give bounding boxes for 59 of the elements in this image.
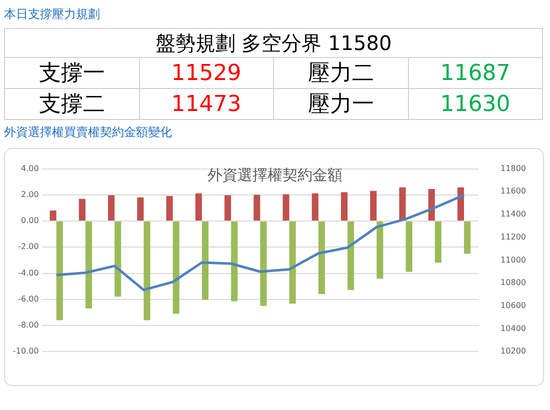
y-tick-label: -8.00: [18, 320, 39, 330]
text: 11687: [408, 58, 542, 88]
bar: [289, 222, 296, 304]
bar: [78, 198, 86, 221]
y2-tick-label: 11600: [500, 186, 526, 196]
bar: [195, 193, 202, 221]
bar: [457, 187, 464, 221]
bar: [428, 189, 435, 221]
y2-tick-label: 11800: [500, 164, 526, 173]
bar: [108, 195, 115, 221]
bar: [312, 193, 318, 221]
y-tick-label: -6.00: [18, 294, 39, 304]
bar: [464, 222, 471, 254]
text: 11473: [139, 88, 274, 120]
bar: [254, 194, 260, 221]
bar: [260, 222, 267, 306]
y2-tick-label: 11000: [500, 255, 526, 264]
bar: [434, 222, 442, 263]
text: 壓力二: [274, 58, 408, 88]
bar: [231, 222, 238, 302]
y-tick-label: 0.00: [20, 216, 39, 226]
bar: [340, 192, 348, 221]
bar: [114, 222, 122, 297]
text: 盤勢規劃 多空分界 11580: [4, 28, 542, 58]
bar: [144, 222, 150, 320]
text: 支撐二: [4, 88, 139, 120]
y2-tick-label: 10600: [500, 300, 526, 310]
bar: [318, 222, 325, 294]
bar: [50, 210, 56, 221]
y-tick-label: 4.00: [20, 164, 39, 173]
y-tick-label: -4.00: [18, 268, 39, 278]
chart-title: 外資選擇權契約金額: [208, 166, 342, 184]
y-tick-label: 2.00: [20, 190, 39, 199]
y2-tick-label: 10800: [500, 278, 526, 288]
bar: [172, 222, 180, 314]
text: 本日支撐壓力規劃: [4, 6, 100, 23]
y2-tick-label: 11400: [500, 210, 526, 219]
chart-subtitle: 外資選擇權買賣權契約金額變化: [4, 124, 172, 141]
bar: [399, 187, 406, 221]
bar: [282, 194, 290, 221]
bar: [348, 222, 354, 290]
bar: [376, 222, 384, 279]
y2-tick-label: 10400: [500, 324, 526, 333]
text: 壓力一: [274, 88, 408, 120]
bar: [406, 222, 412, 272]
bar: [370, 190, 377, 221]
y-tick-label: -2.00: [18, 242, 39, 252]
text: 11529: [139, 58, 274, 88]
y-tick-label: -10.00: [12, 346, 39, 356]
text: 11630: [408, 88, 542, 120]
bar: [166, 196, 173, 221]
text: 支撐一: [4, 58, 139, 88]
bar: [56, 222, 63, 320]
bar: [202, 222, 208, 300]
y2-tick-label: 10200: [500, 346, 526, 356]
bar: [137, 197, 144, 221]
bar: [85, 222, 92, 309]
bar: [224, 195, 232, 221]
y2-tick-label: 11200: [500, 232, 526, 242]
